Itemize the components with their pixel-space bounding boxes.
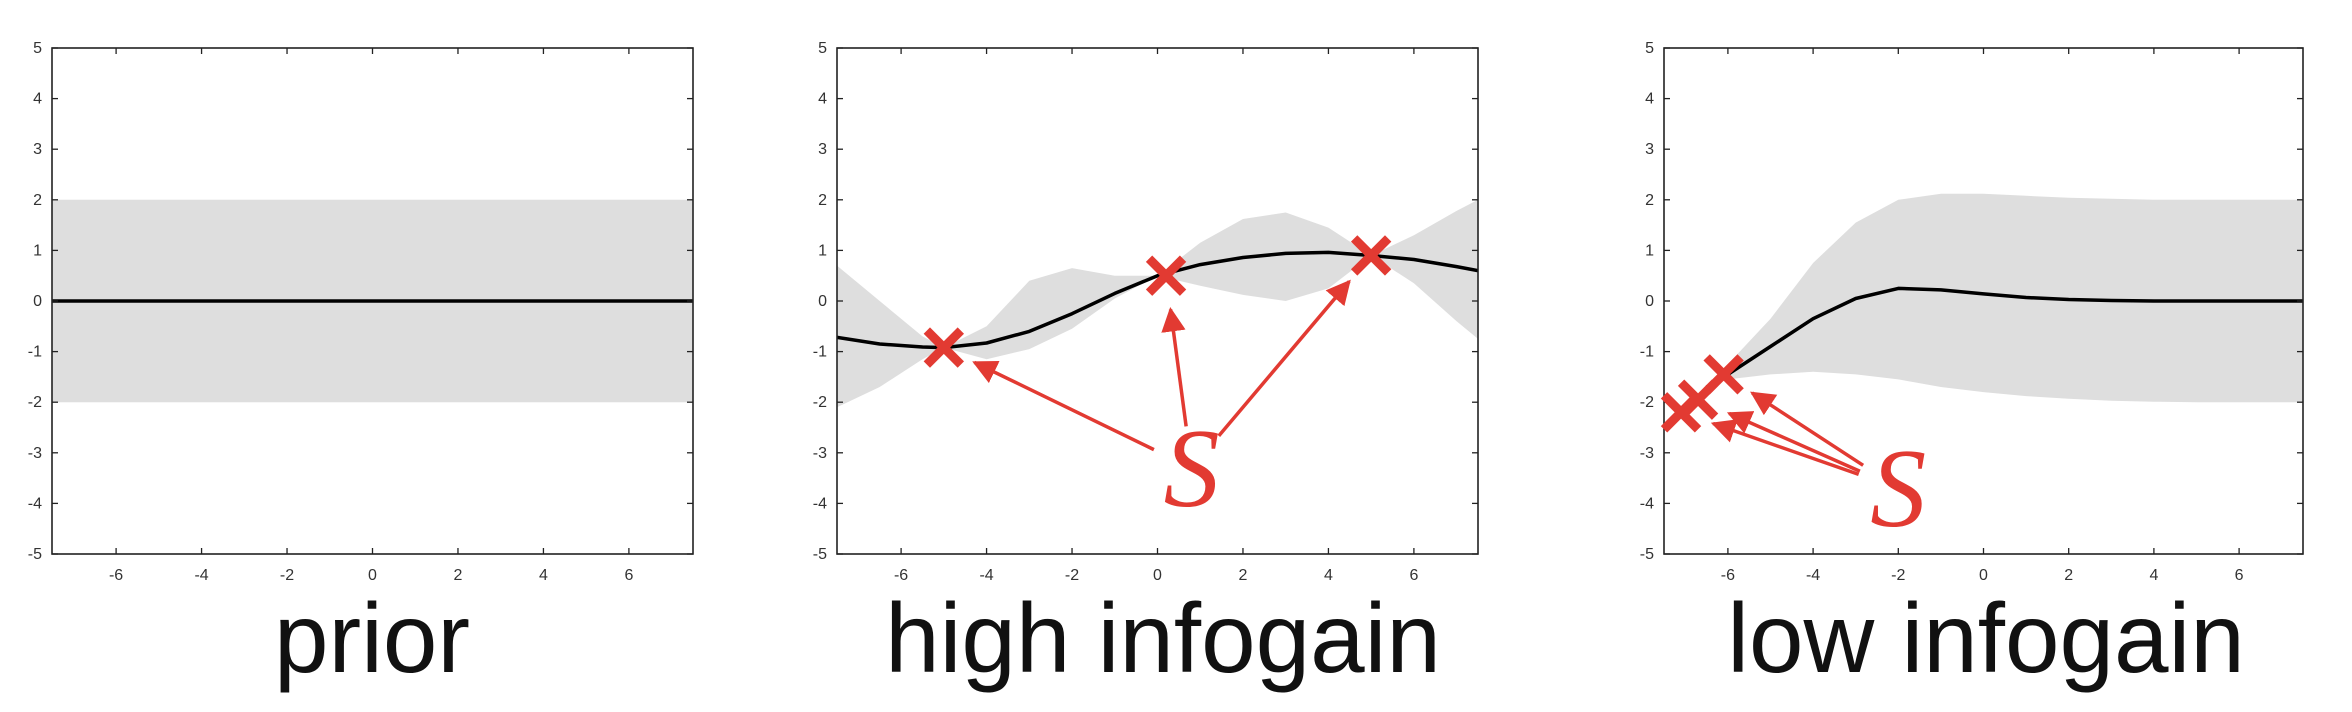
panel-title: prior	[274, 583, 470, 693]
y-tick-label: -4	[28, 495, 42, 512]
y-tick-label: -1	[813, 344, 827, 361]
axes-frame	[836, 47, 1479, 555]
y-tick-label: -5	[813, 546, 827, 563]
arrow	[1217, 279, 1351, 438]
plot-area	[837, 199, 1478, 408]
y-tick-label: 1	[818, 242, 827, 259]
y-tick-label: 2	[818, 192, 827, 209]
arrow	[1161, 306, 1188, 427]
set-label-s: S	[1870, 427, 1926, 551]
arrow	[972, 360, 1155, 452]
y-tick-label: -1	[1640, 344, 1654, 361]
y-tick-label: -2	[1640, 394, 1654, 411]
y-tick-label: -3	[1640, 445, 1654, 462]
arrow	[1750, 391, 1865, 467]
y-tick-label: 4	[33, 91, 42, 108]
uncertainty-band	[837, 199, 1478, 408]
x-tick-label: -4	[194, 567, 208, 584]
x-tick-label: 4	[1324, 567, 1333, 584]
panel-title: high infogain	[885, 583, 1441, 693]
x-tick-label: 0	[368, 567, 377, 584]
y-tick-label: 5	[818, 40, 827, 57]
y-tick-label: -1	[28, 344, 42, 361]
y-tick-label: 3	[818, 141, 827, 158]
y-tick-label: -5	[1640, 546, 1654, 563]
x-tick-label: -6	[894, 567, 908, 584]
x-tick-label: -2	[1891, 567, 1905, 584]
x-tick-label: 2	[2064, 567, 2073, 584]
x-tick-label: -6	[109, 567, 123, 584]
y-tick-label: 3	[33, 141, 42, 158]
panel-1: -5 -4 -3 -2 -1 0 1 2 3 4 5 -6 -4 -2 0 2 4 6 prior	[28, 40, 694, 693]
observation-marker	[1350, 235, 1392, 276]
x-tick-label: 6	[2235, 567, 2244, 584]
uncertainty-band	[1706, 193, 2303, 403]
y-tick-label: -4	[813, 495, 827, 512]
y-tick-label: 0	[33, 293, 42, 310]
y-tick-label: -4	[1640, 495, 1654, 512]
y-tick-label: 2	[1645, 192, 1654, 209]
x-tick-label: 0	[1153, 567, 1162, 584]
x-tick-label: -6	[1721, 567, 1735, 584]
x-tick-label: 0	[1979, 567, 1988, 584]
y-tick-label: 4	[1645, 91, 1654, 108]
x-tick-label: -2	[280, 567, 294, 584]
observation-marker	[1145, 255, 1187, 296]
observation-marker	[1703, 354, 1744, 395]
x-tick-label: -4	[1806, 567, 1820, 584]
x-tick-label: 6	[1409, 567, 1418, 584]
arrow	[1726, 411, 1861, 473]
y-tick-label: -5	[28, 546, 42, 563]
y-tick-label: 0	[818, 293, 827, 310]
y-tick-label: 4	[818, 91, 827, 108]
x-tick-label: -2	[1065, 567, 1079, 584]
y-tick-label: -3	[813, 445, 827, 462]
mean-line	[1705, 286, 2303, 389]
x-tick-label: 2	[1239, 567, 1248, 584]
plot-area	[1705, 193, 2303, 403]
y-tick-label: 5	[33, 40, 42, 57]
y-tick-label: -2	[813, 394, 827, 411]
y-tick-label: 3	[1645, 141, 1654, 158]
y-tick-label: -3	[28, 445, 42, 462]
y-tick-label: 0	[1645, 293, 1654, 310]
x-tick-label: 2	[454, 567, 463, 584]
y-tick-label: 1	[1645, 242, 1654, 259]
plot-area	[52, 199, 693, 403]
x-tick-label: 6	[624, 567, 633, 584]
x-tick-label: 4	[2149, 567, 2158, 584]
mean-line	[837, 250, 1478, 350]
y-tick-label: 1	[33, 242, 42, 259]
y-tick-label: 5	[1645, 40, 1654, 57]
observation-marker	[923, 327, 965, 368]
x-tick-label: -4	[979, 567, 993, 584]
set-label-s: S	[1164, 407, 1220, 531]
panel-title: low infogain	[1727, 583, 2245, 693]
y-tick-label: 2	[33, 192, 42, 209]
y-tick-label: -2	[28, 394, 42, 411]
x-tick-label: 4	[539, 567, 548, 584]
